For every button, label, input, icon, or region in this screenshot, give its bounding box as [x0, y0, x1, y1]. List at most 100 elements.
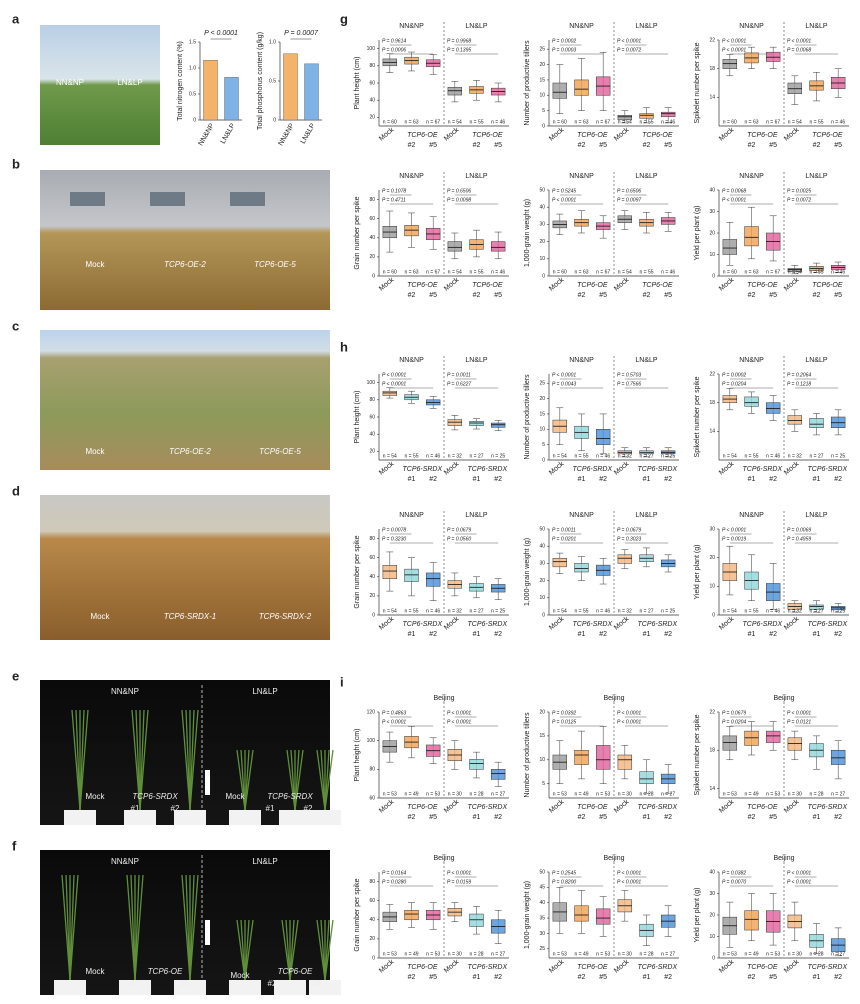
- x-tick-label: #1: [813, 814, 821, 821]
- x-tick-label: #2: [664, 631, 672, 638]
- x-tick-label: #2: [813, 142, 821, 149]
- box: [765, 730, 781, 743]
- x-tick-label: #5: [664, 292, 672, 299]
- p-value: P = 0.9614: [382, 38, 406, 44]
- plant: [181, 874, 191, 981]
- p-value: P < 0.0001: [787, 870, 811, 876]
- p-value: P < 0.0001: [722, 197, 746, 203]
- x-tick-label: #2: [748, 814, 756, 821]
- group-label: TCP6-SRDX: [402, 621, 442, 628]
- n-label: n = 30: [618, 791, 632, 797]
- y-axis-label: Number of productive tillers: [524, 374, 531, 460]
- n-label: n = 53: [723, 791, 737, 797]
- box: [404, 225, 419, 237]
- x-tick-label: #2: [494, 974, 502, 981]
- group-title: LN&LP: [635, 357, 658, 364]
- y-tick-label: 0: [372, 273, 375, 279]
- box: [809, 418, 824, 428]
- n-label: n = 49: [574, 951, 588, 957]
- x-tick-label: #1: [643, 974, 651, 981]
- y-tick-label: 0.5: [189, 91, 196, 97]
- y-axis-label: Yield per plant (g): [694, 888, 701, 943]
- group-label: TCP6-SRDX: [637, 621, 677, 628]
- group-label: TCP6-OE: [642, 282, 673, 289]
- n-label: n = 55: [574, 608, 588, 614]
- photo: [40, 495, 330, 640]
- x-tick-label: Mock: [378, 798, 396, 814]
- x-tick-label: Mock: [443, 460, 461, 476]
- p-value: P < 0.0001: [204, 30, 238, 37]
- n-label: n = 25: [661, 608, 675, 614]
- p-value: P = 0.0011: [552, 527, 576, 533]
- photo-label: #1: [131, 804, 140, 813]
- y-tick-label: 25: [539, 381, 545, 387]
- x-tick-label: #1: [473, 974, 481, 981]
- n-label: n = 63: [574, 119, 588, 125]
- x-tick-label: #2: [748, 142, 756, 149]
- y-tick-label: 60: [369, 80, 375, 86]
- p-value: P = 0.8200: [552, 879, 576, 885]
- x-tick-label: Mock: [613, 126, 631, 142]
- p-value: P = 0.4959: [787, 536, 811, 542]
- group-label: TCP6-OE: [407, 132, 438, 139]
- y-tick-label: 60: [369, 898, 375, 904]
- p-value: P = 0.0098: [447, 197, 471, 203]
- n-label: n = 27: [639, 453, 653, 459]
- n-label: n = 54: [618, 119, 632, 125]
- x-tick-label: #1: [578, 631, 586, 638]
- y-tick-label: 15: [539, 733, 545, 739]
- x-tick-label: #2: [769, 631, 777, 638]
- x-tick-label: #2: [834, 631, 842, 638]
- p-value: P = 0.0392: [552, 710, 576, 716]
- y-tick-label: 40: [539, 544, 545, 550]
- x-tick-label: #2: [473, 292, 481, 299]
- n-label: n = 60: [553, 119, 567, 125]
- n-label: n = 54: [448, 269, 462, 275]
- x-tick-label: #1: [748, 631, 756, 638]
- panel-letter: f: [12, 838, 17, 853]
- plant: [240, 919, 246, 981]
- group-title: NN&NP: [739, 23, 764, 30]
- group-label: TCP6-OE: [812, 282, 843, 289]
- p-value: P = 0.6506: [447, 188, 471, 194]
- x-tick-label: Mock: [783, 615, 801, 631]
- x-tick-label: #5: [494, 142, 502, 149]
- group-label: TCP6-SRDX: [467, 804, 507, 811]
- plant: [185, 709, 191, 811]
- p-value: P = 0.0164: [382, 870, 406, 876]
- p-value: P = 0.0097: [617, 197, 641, 203]
- group-title: NN&NP: [739, 357, 764, 364]
- plant: [316, 919, 326, 981]
- y-axis-label: 1,000-grain weight (g): [524, 538, 531, 606]
- box: [744, 226, 759, 247]
- panel-letter: e: [12, 668, 19, 683]
- panel-letter: b: [12, 156, 20, 171]
- plant: [244, 919, 250, 981]
- box: [660, 111, 676, 118]
- x-tick-label: #2: [813, 292, 821, 299]
- plant: [244, 749, 250, 811]
- group-label: TCP6-SRDX: [402, 466, 442, 473]
- photo-label: TCP6-OE-5: [254, 260, 296, 269]
- x-tick-label: #2: [578, 292, 586, 299]
- x-tick-label: Mock: [378, 276, 396, 292]
- n-label: n = 63: [404, 269, 418, 275]
- bar: [283, 53, 298, 121]
- n-label: n = 53: [383, 951, 397, 957]
- n-label: n = 55: [404, 608, 418, 614]
- x-tick-label: #5: [834, 292, 842, 299]
- y-tick-label: 60: [369, 216, 375, 222]
- n-label: n = 28: [469, 791, 483, 797]
- p-value: P = 0.5245: [552, 188, 576, 194]
- n-label: n = 30: [448, 791, 462, 797]
- x-tick-label: Mock: [783, 460, 801, 476]
- y-tick-label: 50: [539, 187, 545, 193]
- group-title: LN&LP: [805, 23, 828, 30]
- p-value: P < 0.0001: [382, 372, 406, 378]
- n-label: n = 30: [618, 951, 632, 957]
- photo-label: Mock: [230, 971, 250, 980]
- box: [639, 113, 654, 119]
- p-value: P = 0.5703: [617, 372, 641, 378]
- y-tick-label: 0: [542, 457, 545, 463]
